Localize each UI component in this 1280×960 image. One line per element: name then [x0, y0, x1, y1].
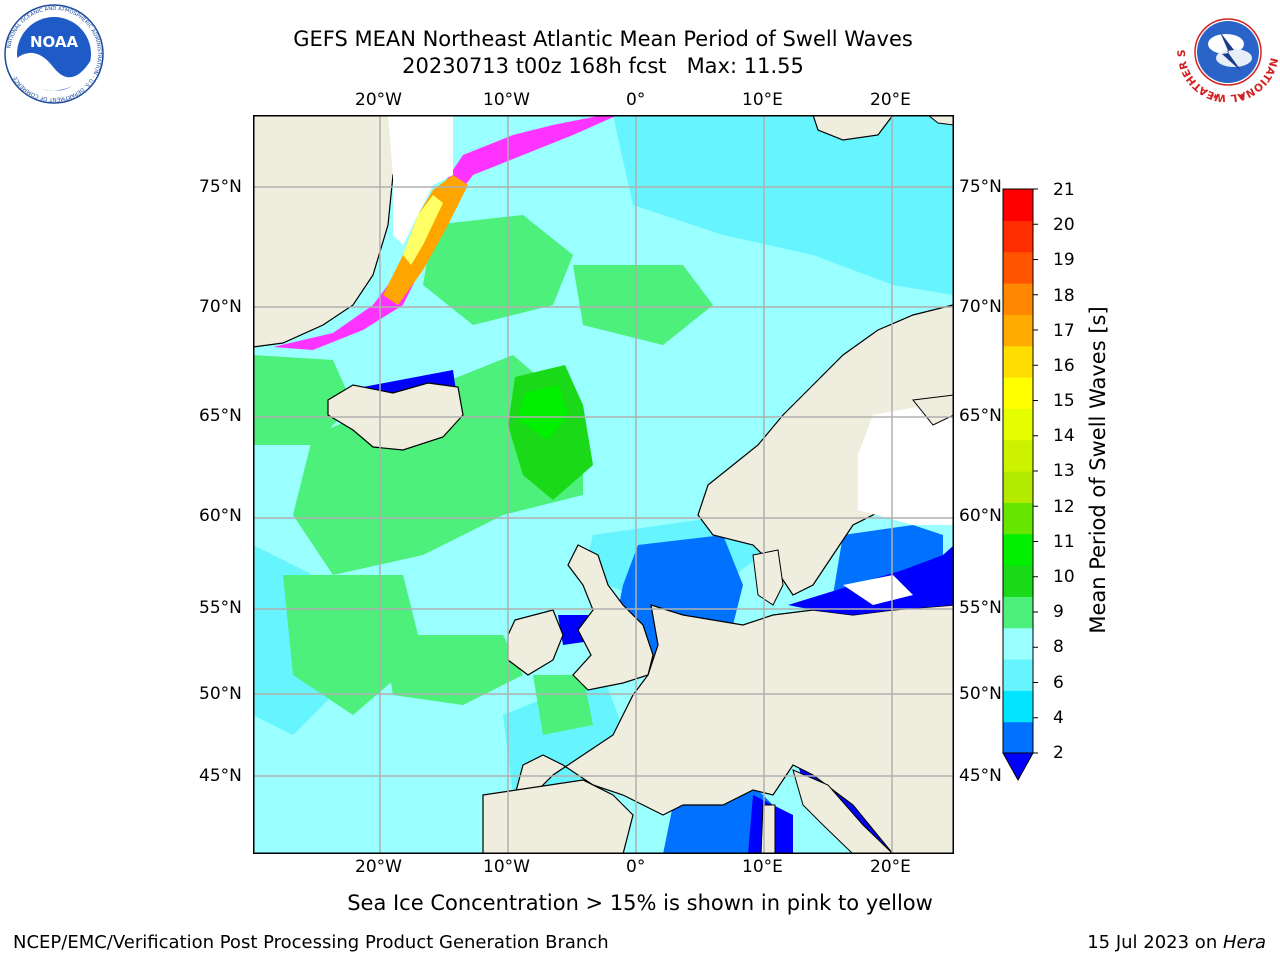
colorbar-tick-10: 10: [1053, 567, 1075, 587]
land-great-britain: [567, 544, 654, 691]
lon-label-bottom-10e: 10°E: [742, 857, 783, 877]
sea-ice-band-yellow: [403, 195, 443, 265]
colorbar-tick-18: 18: [1053, 286, 1075, 306]
lon-label-top-10e: 10°E: [742, 90, 783, 110]
footer-on: on: [1189, 932, 1223, 953]
colorbar-tick-6: 6: [1053, 673, 1064, 693]
swell-period-map: [253, 115, 954, 854]
lat-label-right-55n: 55°N: [959, 598, 1002, 618]
title-line-1: GEFS MEAN Northeast Atlantic Mean Period…: [293, 27, 913, 51]
title-line-2: 20230713 t00z 168h fcst Max: 11.55: [402, 54, 804, 78]
lat-label-right-70n: 70°N: [959, 297, 1002, 317]
footer-credit: NCEP/EMC/Verification Post Processing Pr…: [13, 932, 609, 953]
colorbar-segment: [1003, 314, 1033, 347]
colorbar-segment: [1003, 189, 1033, 221]
colorbar: [995, 182, 1055, 792]
colorbar-segment: [1003, 721, 1033, 754]
lon-label-bottom-0: 0°: [626, 857, 646, 877]
colorbar-segment: [1003, 377, 1033, 409]
lat-label-right-45n: 45°N: [959, 766, 1002, 786]
colorbar-segment: [1003, 533, 1033, 566]
colorbar-segment: [1003, 471, 1033, 503]
colorbar-segment: [1003, 408, 1033, 441]
lat-label-left-70n: 70°N: [199, 297, 242, 317]
land-svalbard: [812, 115, 894, 141]
lat-label-left-55n: 55°N: [199, 598, 242, 618]
sea-ice-band-orange: [383, 175, 468, 305]
colorbar-segment: [1003, 596, 1033, 629]
lat-label-left-45n: 45°N: [199, 766, 242, 786]
map-frame: [253, 115, 954, 854]
lon-label-top-0: 0°: [626, 90, 646, 110]
colorbar-tick-19: 19: [1053, 250, 1075, 270]
sea-ice-bothnia: [858, 400, 954, 525]
colorbar-segment: [1003, 659, 1033, 691]
land-svalbard-east: [927, 115, 954, 126]
colorbar-axis-label: Mean Period of Swell Waves [s]: [1086, 306, 1110, 634]
lat-label-right-60n: 60°N: [959, 506, 1002, 526]
lon-label-bottom-20w: 20°W: [355, 857, 402, 877]
colorbar-segment: [1003, 220, 1033, 253]
lon-label-bottom-10w: 10°W: [483, 857, 530, 877]
swell-6-8s-north: [613, 115, 954, 295]
lon-label-top-20e: 20°E: [870, 90, 911, 110]
swell-11-12s-peak: [518, 385, 568, 440]
colorbar-tick-2: 2: [1053, 743, 1064, 763]
colorbar-tick-11: 11: [1053, 532, 1075, 552]
land-corsica-sardinia: [760, 804, 776, 854]
lon-label-bottom-20e: 20°E: [870, 857, 911, 877]
colorbar-segment: [1003, 283, 1033, 315]
colorbar-segment: [1003, 690, 1033, 723]
swell-9-10s-central: [283, 575, 423, 715]
lat-label-left-65n: 65°N: [199, 406, 242, 426]
swell-9-10s-mid: [533, 675, 593, 735]
colorbar-segment: [1003, 502, 1033, 535]
lat-label-left-60n: 60°N: [199, 506, 242, 526]
noaa-logo: NATIONAL OCEANIC AND ATMOSPHERIC ADMINIS…: [2, 4, 106, 104]
noaa-logo-text: NOAA: [30, 33, 79, 51]
colorbar-segment: [1003, 565, 1033, 597]
colorbar-tick-21: 21: [1053, 180, 1075, 200]
lat-label-left-75n: 75°N: [199, 177, 242, 197]
swell-9-10s-norwegian-sea: [573, 265, 713, 345]
colorbar-tick-13: 13: [1053, 461, 1075, 481]
lat-label-right-50n: 50°N: [959, 684, 1002, 704]
colorbar-tick-4: 4: [1053, 708, 1064, 728]
map-grid: [253, 115, 954, 854]
colorbar-extend-arrow: [1002, 752, 1034, 782]
colorbar-segment: [1003, 439, 1033, 472]
lon-label-top-20w: 20°W: [355, 90, 402, 110]
svg-text:★: ★: [1212, 92, 1219, 101]
sea-ice-note: Sea Ice Concentration > 15% is shown in …: [347, 891, 933, 915]
swell-9-10s-denmark-strait: [253, 355, 353, 445]
lat-label-right-75n: 75°N: [959, 177, 1002, 197]
lat-label-left-50n: 50°N: [199, 684, 242, 704]
lat-label-right-65n: 65°N: [959, 406, 1002, 426]
colorbar-segment: [1003, 251, 1033, 284]
swell-9-10s-greenland-sea: [423, 215, 573, 325]
svg-text:★: ★: [1238, 92, 1245, 101]
colorbar-tick-17: 17: [1053, 321, 1075, 341]
footer-date-host: 15 Jul 2023 on Hera: [1087, 932, 1266, 953]
colorbar-tick-20: 20: [1053, 215, 1075, 235]
sea-ice-baltic: [843, 575, 913, 605]
land-denmark: [752, 549, 784, 606]
swell-9-10s-south: [383, 635, 523, 705]
land-italy: [792, 769, 894, 854]
colorbar-tick-8: 8: [1053, 637, 1064, 657]
colorbar-tick-16: 16: [1053, 356, 1075, 376]
footer-host: Hera: [1222, 932, 1266, 953]
nws-logo: NATIONAL WEATHER SERVICE ★ ★: [1172, 0, 1280, 104]
lon-label-top-10w: 10°W: [483, 90, 530, 110]
colorbar-tick-9: 9: [1053, 602, 1064, 622]
land-iberia: [482, 779, 634, 854]
colorbar-tick-15: 15: [1053, 391, 1075, 411]
colorbar-tick-12: 12: [1053, 497, 1075, 517]
sea-ice-white-greenland: [388, 115, 453, 245]
footer-date: 15 Jul 2023: [1087, 932, 1190, 953]
colorbar-segment: [1003, 627, 1033, 660]
colorbar-tick-14: 14: [1053, 426, 1075, 446]
colorbar-segment: [1003, 345, 1033, 378]
